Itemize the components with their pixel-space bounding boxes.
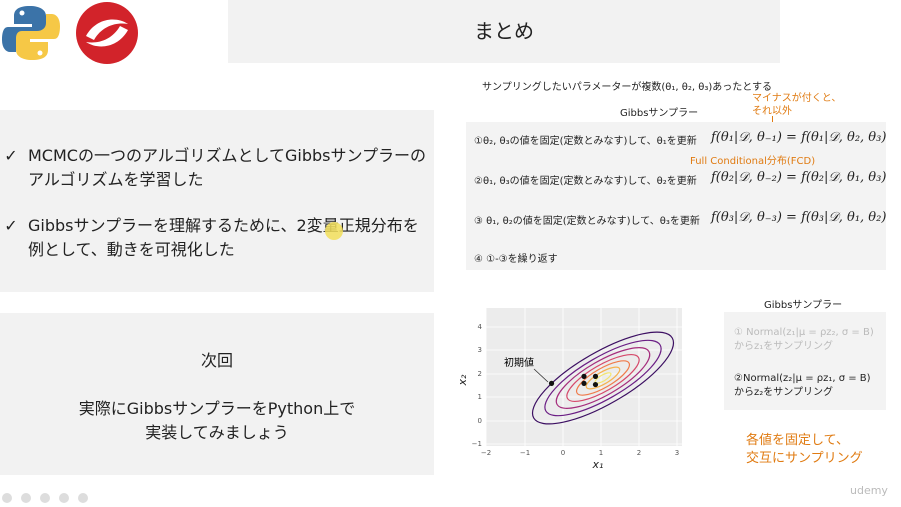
alternate-sampling-note: 各値を固定して、 交互にサンプリング — [746, 432, 863, 468]
control-dot-button[interactable] — [21, 493, 32, 503]
normal-steps-panel: ① Normal(z₁|μ = ρz₂, σ = B) からz₁をサンプリング … — [724, 312, 886, 410]
sample-point — [592, 381, 599, 388]
pointer-highlight-icon — [325, 222, 343, 240]
sample-points — [548, 373, 599, 388]
contour-lines — [531, 331, 675, 425]
sample-point — [581, 380, 587, 386]
alternate-sampling-line-2: 交互にサンプリング — [746, 451, 863, 466]
python-logo — [2, 6, 60, 60]
gibbs-title-2: Gibbsサンプラー — [764, 300, 843, 311]
control-dot-button[interactable] — [2, 493, 12, 503]
note-fcd: Full Conditional分布(FCD) — [690, 156, 816, 167]
x-tick-label: 3 — [675, 449, 679, 457]
step-4-text: ④ ①-③を繰り返す — [474, 254, 558, 265]
normal-step-2: ②Normal(z₂|μ = ρz₁, σ = B) からz₂をサンプリング — [734, 372, 871, 400]
note-minus-line-2: それ以外 — [752, 106, 792, 117]
slide-controls — [2, 488, 92, 507]
step-2-text: ②θ₁, θ₃の値を固定(定数とみなす)して、θ₂を更新 — [474, 176, 697, 187]
page-title: まとめ — [474, 19, 534, 43]
note-minus-line-1: マイナスが付くと、 — [752, 93, 842, 104]
gibbs-title: Gibbsサンプラー — [620, 108, 699, 119]
y-axis-label: x₂ — [456, 374, 469, 387]
control-dot-button[interactable] — [40, 493, 51, 503]
sample-point — [548, 380, 555, 386]
next-heading: 次回 — [200, 351, 233, 370]
contour-plot: 初期値 −2 −1 0 1 2 3 4 3 2 1 0 −1 x₁ x₂ — [456, 308, 682, 471]
summary-item-text: Gibbsサンプラーを理解するために、2変量正規分布を例として、動きを可視化した — [28, 216, 419, 259]
y-tick-label: 4 — [478, 323, 483, 331]
y-tick-label: 2 — [478, 370, 482, 378]
x-axis-label: x₁ — [592, 458, 604, 471]
normal-step-2-line-2: からz₂をサンプリング — [734, 387, 833, 398]
summary-panel: ✓ MCMCの一つのアルゴリズムとしてGibbsサンプラーのアルゴリズムを学習し… — [0, 110, 434, 292]
y-tick-label: −1 — [472, 440, 482, 448]
next-line-1: 実際にGibbsサンプラーをPython上で — [78, 399, 356, 418]
x-tick-label: 0 — [561, 449, 565, 457]
y-tick-label: 3 — [478, 346, 482, 354]
y-tick-labels: 4 3 2 1 0 −1 — [472, 323, 483, 448]
normal-step-1: ① Normal(z₁|μ = ρz₂, σ = B) からz₁をサンプリング — [734, 326, 874, 354]
next-panel: 次回 実際にGibbsサンプラーをPython上で 実装してみましょう — [0, 313, 434, 475]
step-3-formula: f(θ₃|𝒟, θ₋₃) = f(θ₃|𝒟, θ₁, θ₂) — [711, 210, 887, 225]
step-2-formula: f(θ₂|𝒟, θ₋₂) = f(θ₂|𝒟, θ₁, θ₃) — [711, 170, 887, 185]
brand-logo — [76, 2, 138, 64]
sample-point — [592, 373, 599, 379]
control-dot-button[interactable] — [59, 493, 70, 503]
x-tick-label: −1 — [520, 449, 530, 457]
plot-grid — [485, 308, 682, 446]
x-tick-labels: −2 −1 0 1 2 3 — [481, 449, 679, 457]
step-3-text: ③ θ₁, θ₂の値を固定(定数とみなす)して、θ₃を更新 — [474, 216, 700, 227]
control-dot-button[interactable] — [78, 493, 89, 503]
sample-point — [581, 373, 587, 379]
alternate-sampling-line-1: 各値を固定して、 — [746, 433, 849, 448]
step-1-text: ①θ₂, θ₃の値を固定(定数とみなす)して、θ₁を更新 — [474, 136, 697, 147]
title-banner: まとめ — [228, 0, 780, 63]
check-icon: ✓ — [4, 216, 18, 235]
next-line-2: 実装してみましょう — [145, 423, 289, 442]
note-minus: マイナスが付くと、 それ以外 — [752, 92, 841, 118]
normal-step-2-line-1: ②Normal(z₂|μ = ρz₁, σ = B) — [734, 373, 871, 384]
step-1-formula: f(θ₁|𝒟, θ₋₁) = f(θ₁|𝒟, θ₂, θ₃) — [711, 130, 887, 145]
y-tick-label: 1 — [478, 393, 482, 401]
initial-pointer — [533, 368, 549, 383]
check-icon: ✓ — [4, 146, 18, 165]
x-tick-label: 1 — [599, 449, 603, 457]
steps-panel: ①θ₂, θ₃の値を固定(定数とみなす)して、θ₁を更新 f(θ₁|𝒟, θ₋₁… — [466, 122, 886, 270]
x-tick-label: 2 — [637, 449, 641, 457]
intro-text: サンプリングしたいパラメーターが複数(θ₁, θ₂, θ₃)あったとする — [482, 82, 772, 93]
initial-value-label: 初期値 — [504, 356, 534, 369]
x-tick-label: −2 — [481, 449, 491, 457]
normal-step-1-line-2: からz₁をサンプリング — [734, 341, 833, 352]
next-description: 実際にGibbsサンプラーをPython上で 実装してみましょう — [0, 397, 434, 445]
y-tick-label: 0 — [478, 417, 482, 425]
normal-step-1-line-1: ① Normal(z₁|μ = ρz₂, σ = B) — [734, 327, 874, 338]
summary-item-text: MCMCの一つのアルゴリズムとしてGibbsサンプラーのアルゴリズムを学習した — [28, 146, 427, 189]
watermark: udemy — [850, 484, 888, 497]
